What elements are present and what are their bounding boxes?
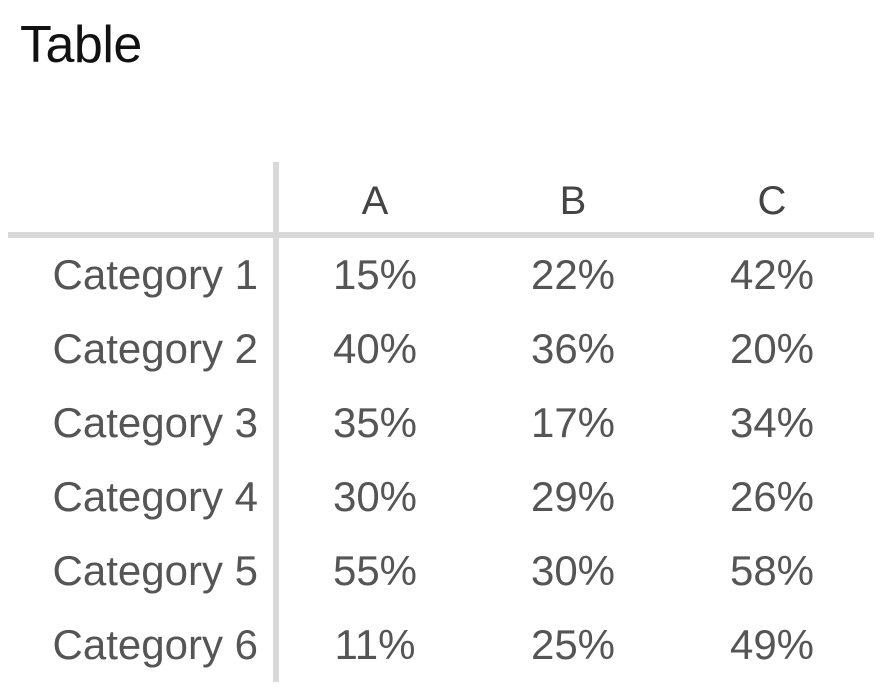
row-label-1: Category 1 <box>52 251 258 298</box>
row-label-5: Category 5 <box>52 547 258 594</box>
row-label-2: Category 2 <box>52 325 258 372</box>
table-cell-r3-a: 35% <box>332 399 418 446</box>
table-cell-r1-b: 22% <box>530 251 616 298</box>
column-header-divider <box>8 232 874 238</box>
table-cell-r6-a: 11% <box>334 621 416 668</box>
row-label-6: Category 6 <box>52 621 258 668</box>
table-cell-r2-b: 36% <box>530 325 616 372</box>
table-cell-r6-c: 49% <box>729 621 815 668</box>
column-header-a: A <box>361 179 389 223</box>
row-label-4: Category 4 <box>52 473 258 520</box>
table-cell-r4-b: 29% <box>530 473 616 520</box>
table-cell-r3-b: 17% <box>530 399 616 446</box>
page-title: Table <box>20 16 142 74</box>
table-cell-r3-c: 34% <box>729 399 815 446</box>
table-cell-r4-a: 30% <box>332 473 418 520</box>
column-header-b: B <box>559 179 587 223</box>
table-cell-r5-c: 58% <box>729 547 815 594</box>
column-header-c: C <box>757 179 787 223</box>
table-cell-r5-a: 55% <box>332 547 418 594</box>
table-cell-r2-a: 40% <box>332 325 418 372</box>
table-cell-r5-b: 30% <box>530 547 616 594</box>
row-label-3: Category 3 <box>52 399 258 446</box>
table-cell-r4-c: 26% <box>729 473 815 520</box>
table-cell-r1-a: 15% <box>332 251 418 298</box>
table-cell-r1-c: 42% <box>729 251 815 298</box>
row-header-divider <box>273 162 279 682</box>
table-cell-r2-c: 20% <box>729 325 815 372</box>
table-cell-r6-b: 25% <box>530 621 616 668</box>
